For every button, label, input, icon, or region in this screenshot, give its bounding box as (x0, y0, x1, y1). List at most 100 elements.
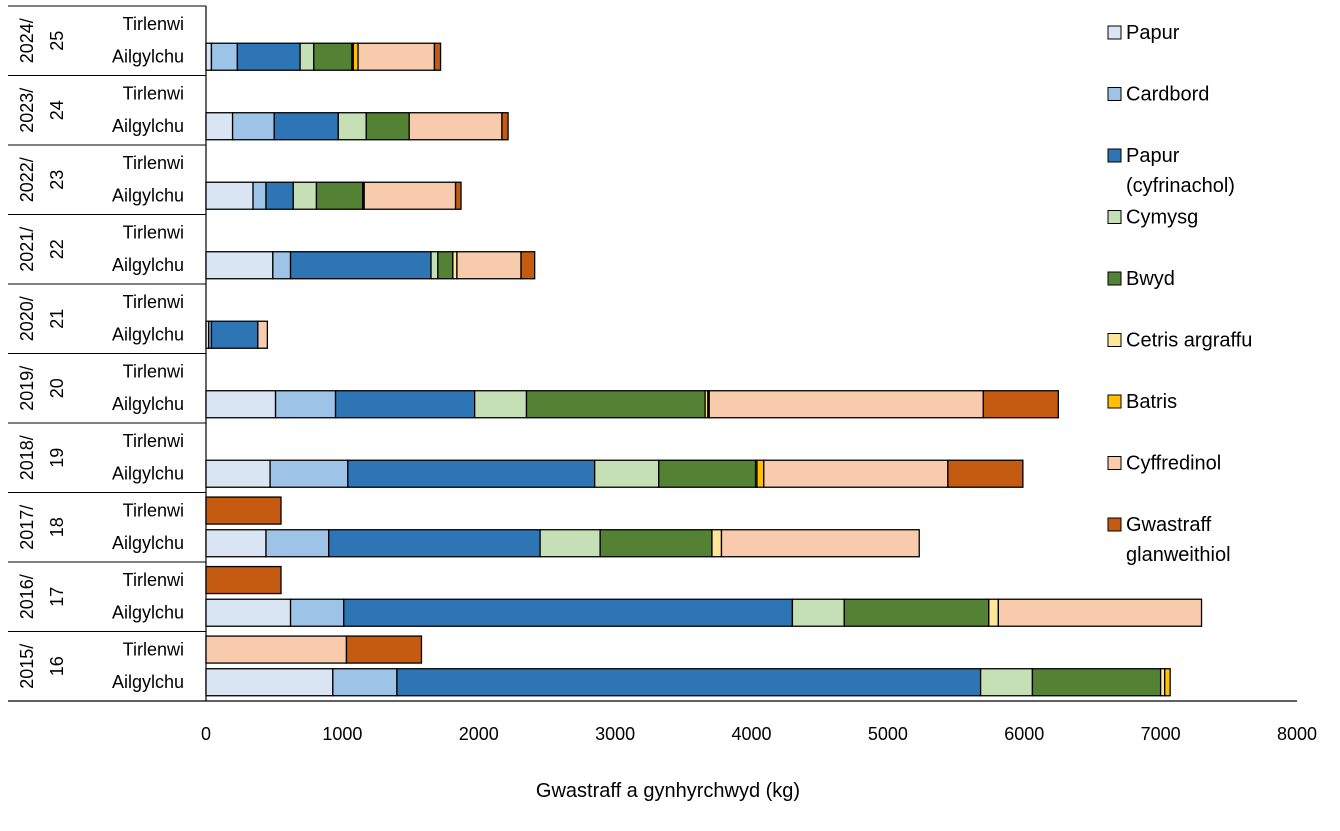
bar-segment-papur (205, 529, 267, 558)
bar-segment-cyffredinol (357, 42, 436, 71)
bar-segment-batris (1164, 668, 1171, 697)
bar-category-label: Tirlenwi (123, 362, 184, 382)
bar-segment-batris (352, 42, 359, 71)
year-label-line2: 19 (47, 448, 67, 468)
year-label-line1: 2022/ (17, 157, 37, 202)
year-label: 2019/20 (17, 366, 67, 411)
bar-category-label: Ailgylchu (112, 394, 184, 414)
legend: Papur Cardbord Papur (cyfrinachol) Cymysg Bwy… (1107, 22, 1252, 566)
bar-segment-cyffredinol (763, 459, 949, 488)
bar-segment-cymysg (337, 112, 367, 141)
x-tick-label: 2000 (459, 724, 499, 744)
bar-segment-gwastraff-glanweithiol (205, 496, 282, 525)
x-tick-label: 0 (201, 724, 211, 744)
legend-label: Papur (cyfrinachol) (1126, 145, 1235, 197)
chart-bars (205, 42, 1203, 697)
bar-segment-cymysg (474, 390, 528, 419)
bar-segment-gwastraff-glanweithiol (205, 565, 282, 595)
legend-swatch (1107, 456, 1122, 470)
bar-segment-cetris-argraffu (711, 529, 723, 558)
bar-segment-gwastraff-glanweithiol (520, 251, 536, 280)
bar-category-label: Tirlenwi (123, 292, 184, 312)
bar-segment-cardbord (231, 112, 275, 141)
x-tick-label: 4000 (731, 724, 771, 744)
bar-segment-bwyd (599, 529, 713, 558)
legend-swatch (1107, 517, 1122, 532)
year-label: 2017/18 (17, 505, 67, 550)
legend-label: Papur (1126, 22, 1180, 44)
bar-category-label: Ailgylchu (112, 464, 184, 484)
year-label-line1: 2019/ (17, 366, 37, 411)
bar-segment-bwyd (437, 251, 454, 280)
bar-segment-cyffredinol (997, 598, 1203, 627)
bar-segment-papur-cyfrinachol (289, 251, 432, 280)
bar-segment-bwyd (313, 42, 353, 71)
x-tick-label: 5000 (868, 724, 908, 744)
bar-segment-batris (756, 459, 765, 488)
bar-segment-papur-cyfrinachol (334, 390, 476, 419)
year-label: 2016/17 (17, 574, 67, 619)
legend-swatch (1107, 394, 1122, 409)
legend-swatch (1107, 25, 1122, 40)
bar-segment-papur (205, 112, 234, 141)
bar-segment-gwastraff-glanweithiol (501, 112, 509, 141)
bar-segment-gwastraff-glanweithiol (982, 390, 1059, 419)
bar-segment-cymysg (979, 668, 1034, 697)
year-label-line1: 2018/ (17, 435, 37, 480)
bar-segment-bwyd (365, 112, 410, 141)
bar-segment-cyffredinol (257, 320, 269, 349)
legend-swatch (1107, 148, 1122, 163)
legend-label: Gwastraff glanweithiol (1126, 514, 1231, 566)
year-label-line1: 2021/ (17, 227, 37, 272)
bar-segment-papur (205, 42, 213, 71)
bar-segment-gwastraff-glanweithiol (947, 459, 1024, 488)
year-label-line2: 17 (47, 587, 67, 607)
legend-swatch (1107, 210, 1122, 224)
bar-segment-cardbord (272, 251, 292, 280)
year-label-line2: 20 (47, 378, 67, 398)
bar-category-label: Tirlenwi (123, 501, 184, 521)
bar-category-label: Ailgylchu (112, 186, 184, 206)
legend-swatch (1107, 333, 1122, 347)
legend-label: Bwyd (1126, 268, 1175, 290)
bar-segment-cardbord (274, 390, 337, 419)
bar-segment-cetris-argraffu (988, 598, 999, 627)
bar-segment-bwyd (315, 181, 364, 210)
bar-segment-papur-cyfrinachol (236, 42, 301, 71)
bar-segment-cardbord (269, 459, 349, 488)
bar-segment-gwastraff-glanweithiol (345, 635, 423, 664)
bar-segment-cyffredinol (708, 390, 984, 419)
year-label-line1: 2023/ (17, 88, 37, 133)
legend-swatch (1107, 271, 1122, 286)
bar-segment-cardbord (289, 598, 345, 627)
bar-category-label: Ailgylchu (112, 325, 184, 345)
bar-segment-papur (205, 459, 271, 488)
year-label-line1: 2024/ (17, 18, 37, 63)
bar-segment-gwastraff-glanweithiol (454, 181, 462, 210)
bar-segment-gwastraff-glanweithiol (433, 42, 442, 71)
bar-segment-cardbord (210, 42, 239, 71)
bar-segment-papur (205, 181, 254, 210)
x-tick-label: 1000 (322, 724, 362, 744)
x-tick-label: 8000 (1277, 724, 1317, 744)
legend-label: Cymysg (1126, 207, 1198, 229)
year-label-line2: 24 (47, 100, 67, 120)
bar-segment-cardbord (265, 529, 330, 558)
year-label: 2021/22 (17, 227, 67, 272)
year-label: 2020/21 (17, 296, 67, 341)
bar-category-label: Tirlenwi (123, 640, 184, 660)
bar-segment-papur-cyfrinachol (328, 529, 541, 558)
bar-category-label: Tirlenwi (123, 570, 184, 590)
bar-category-label: Ailgylchu (112, 533, 184, 553)
category-labels: 2024/25 Tirlenwi Ailgylchu 2023/24 Tirlenwi A… (17, 14, 184, 692)
bar-segment-bwyd (1031, 668, 1162, 697)
bar-segment-bwyd (525, 390, 706, 419)
bar-segment-cymysg (299, 42, 315, 71)
legend-label: Batris (1126, 391, 1177, 413)
legend-label: Cyffredinol (1126, 453, 1221, 475)
bar-segment-cyffredinol (408, 112, 503, 141)
bar-category-label: Ailgylchu (112, 255, 184, 275)
bar-segment-papur-cyfrinachol (210, 320, 259, 349)
bar-segment-cyffredinol (363, 181, 457, 210)
bar-category-label: Ailgylchu (112, 672, 184, 692)
